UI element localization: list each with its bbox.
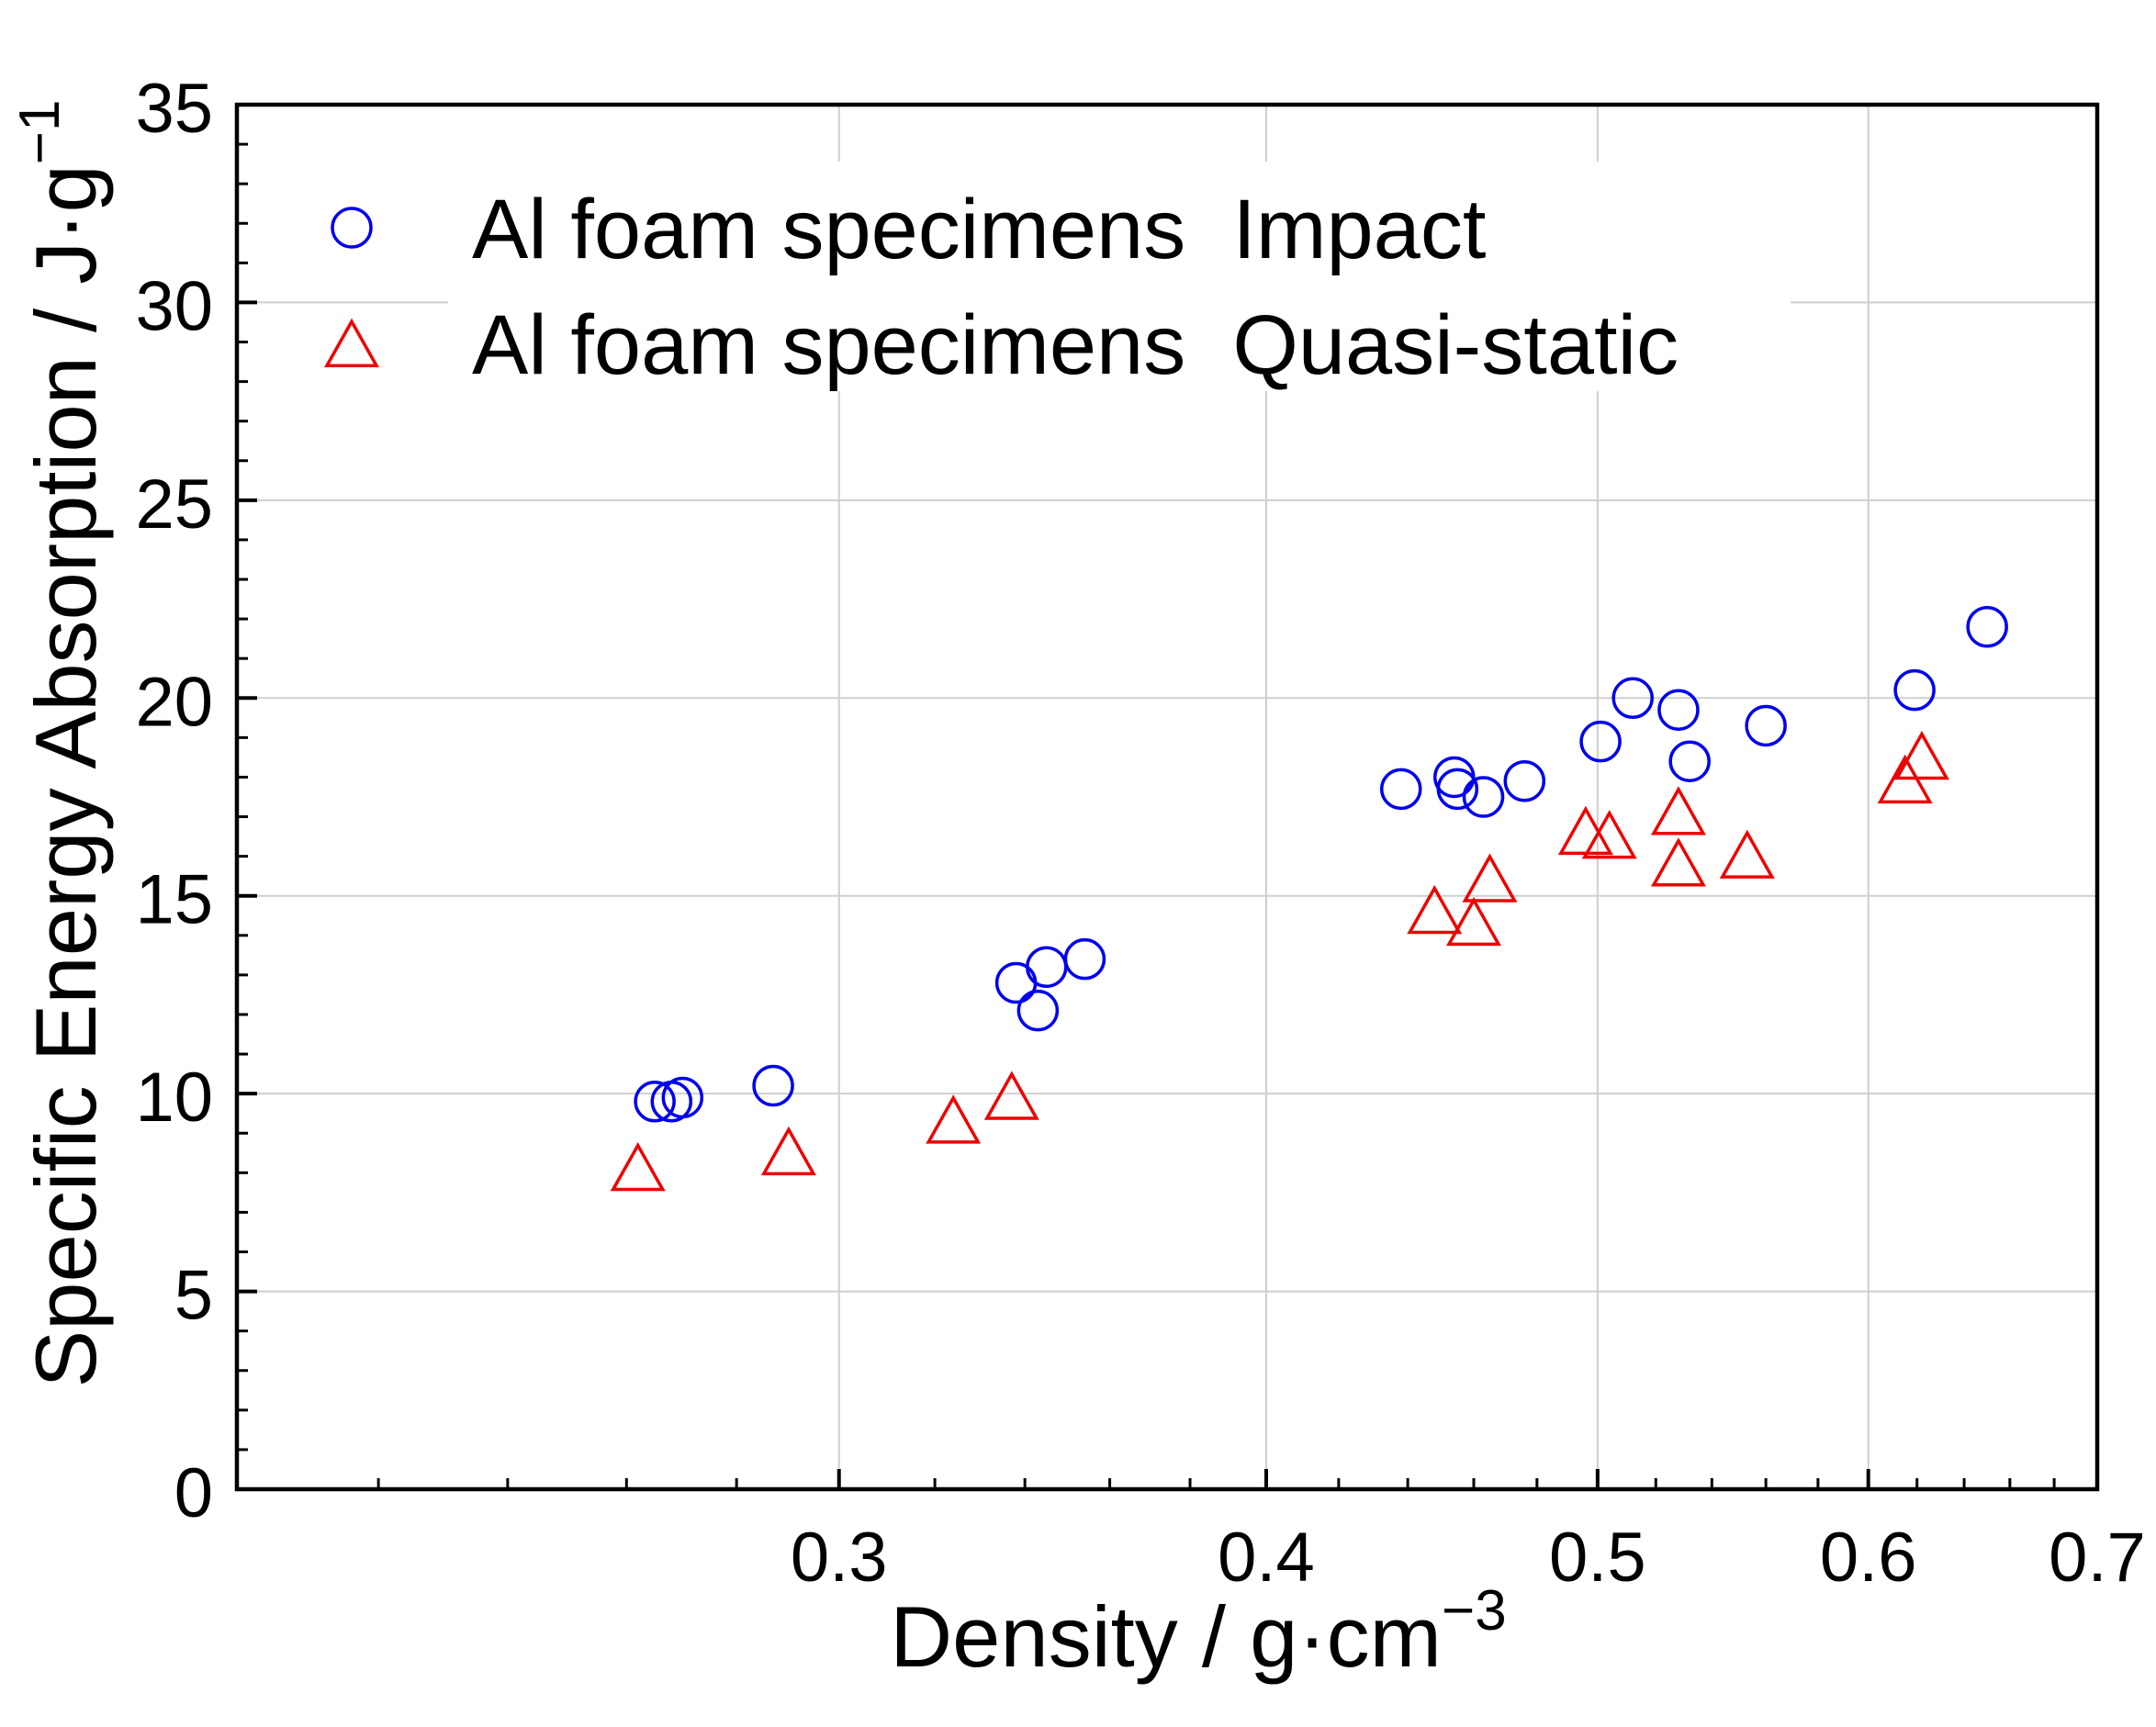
impact-data-point	[1668, 740, 1711, 782]
y-tick-label: 35	[135, 70, 213, 148]
impact-data-point	[1462, 776, 1505, 818]
legend-label: Al foam specimens Quasi-static	[472, 298, 1679, 392]
impact-data-point	[661, 1076, 704, 1119]
impact-data-point	[1893, 668, 1936, 712]
y-tick-label: 20	[135, 663, 213, 741]
quasi-static-series	[610, 730, 1949, 1192]
quasi-static-data-point	[760, 1126, 816, 1176]
quasi-static-data-point	[1877, 754, 1933, 804]
x-tick-label: 0.5	[1549, 1519, 1646, 1597]
impact-data-point	[1016, 989, 1060, 1032]
impact-data-point	[1379, 768, 1422, 811]
x-axis-label-superscript: −3	[1442, 1579, 1507, 1643]
quasi-static-data-point	[1462, 853, 1518, 903]
quasi-static-data-point	[610, 1141, 666, 1192]
y-tick-label: 0	[174, 1454, 213, 1532]
quasi-static-data-point	[1893, 730, 1949, 780]
data-points	[610, 605, 2008, 1192]
quasi-static-data-point	[1446, 896, 1501, 947]
y-axis-label: Specific Energy Absorption / J·g−1	[8, 99, 114, 1387]
impact-data-point	[1611, 677, 1654, 720]
x-axis-label: Density / g·cm−3	[890, 1579, 1506, 1685]
quasi-static-data-point	[1407, 884, 1463, 935]
impact-data-point	[1966, 605, 2008, 648]
y-tick-label: 5	[174, 1257, 213, 1335]
legend-box	[448, 162, 1791, 391]
x-axis-label-text: Density / g·cm	[890, 1588, 1442, 1685]
plot-frame	[234, 102, 2100, 1492]
impact-data-point	[634, 1081, 676, 1123]
x-tick-label: 0.4	[1218, 1519, 1315, 1597]
impact-data-point	[752, 1064, 794, 1107]
quasi-static-data-point	[1650, 837, 1706, 887]
y-tick-label: 15	[135, 861, 213, 939]
y-axis-label-superscript: −1	[8, 99, 72, 164]
quasi-static-data-point	[983, 1071, 1039, 1120]
impact-data-point	[1745, 704, 1787, 747]
impact-series	[634, 605, 2008, 1123]
x-axis-ticks: 0.3 0.4 0.5 0.6 0.7	[376, 1469, 2146, 1597]
impact-data-point	[1433, 756, 1476, 799]
impact-data-point	[1657, 689, 1700, 731]
x-tick-label: 0.6	[1820, 1519, 1917, 1597]
impact-data-point	[1503, 760, 1546, 802]
legend-triangle-marker	[324, 318, 379, 367]
impact-data-point	[1063, 937, 1106, 981]
x-tick-label: 0.3	[791, 1519, 888, 1597]
quasi-static-data-point	[1581, 810, 1637, 859]
y-axis-ticks: 0 5 10 15 20 25 30 35	[135, 70, 257, 1532]
x-tick-label: 0.7	[2049, 1519, 2146, 1597]
y-tick-label: 10	[135, 1059, 213, 1137]
impact-data-point	[1579, 720, 1622, 763]
y-axis-label-text: Specific Energy Absorption / J·g	[17, 164, 114, 1387]
legend-label: Al foam specimens Impact	[472, 183, 1486, 276]
quasi-static-data-point	[926, 1094, 982, 1144]
quasi-static-data-point	[1719, 829, 1775, 879]
y-tick-label: 30	[135, 267, 213, 345]
quasi-static-data-point	[1650, 786, 1706, 835]
y-tick-label: 25	[135, 465, 213, 544]
legend: Al foam specimens Impact Al foam specimen…	[324, 183, 1679, 392]
legend-circle-marker	[331, 207, 373, 249]
